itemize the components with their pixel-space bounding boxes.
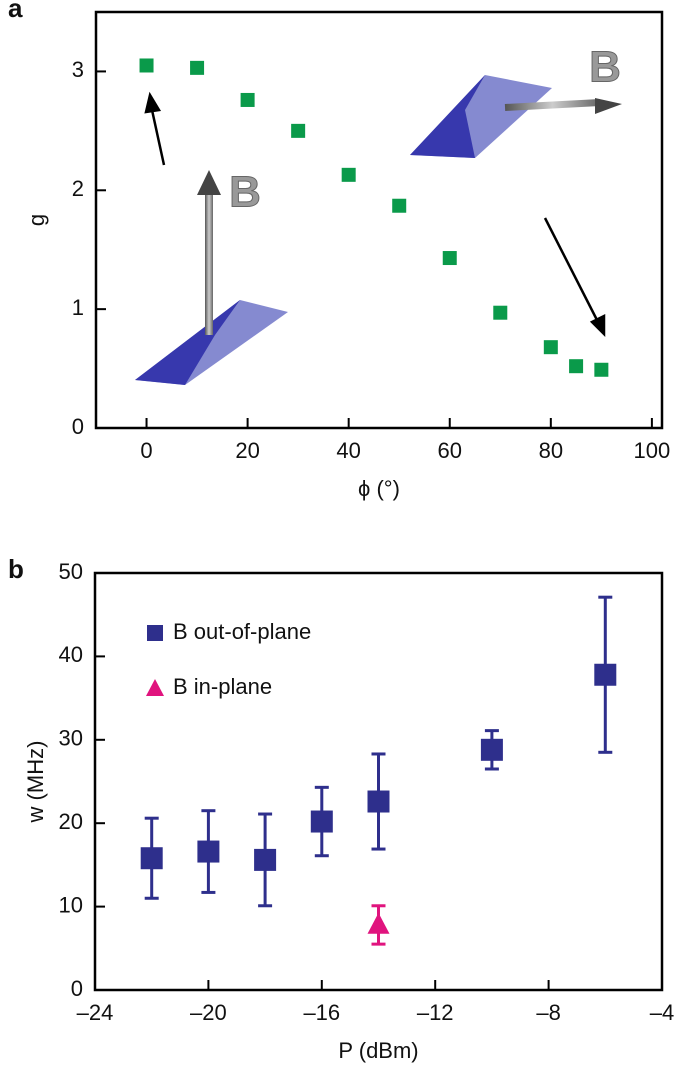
point bbox=[569, 359, 584, 374]
point bbox=[291, 123, 306, 138]
x-tick-label: –12 bbox=[417, 1000, 454, 1025]
y-axis-label: g bbox=[24, 214, 49, 226]
panel-label: a bbox=[8, 0, 23, 23]
point bbox=[367, 912, 390, 934]
point bbox=[392, 198, 407, 213]
point bbox=[442, 251, 457, 266]
x-tick-label: 80 bbox=[539, 438, 563, 463]
x-tick-label: 40 bbox=[336, 438, 360, 463]
x-tick-label: 100 bbox=[634, 438, 671, 463]
annotation: B bbox=[229, 168, 261, 217]
y-tick-label: 0 bbox=[72, 414, 84, 439]
y-tick-label: 2 bbox=[72, 176, 84, 201]
y-tick-label: 1 bbox=[72, 295, 84, 320]
point bbox=[594, 362, 609, 377]
arrows bbox=[144, 91, 606, 338]
y-axis-label: w (MHz) bbox=[23, 741, 48, 824]
point bbox=[140, 847, 163, 870]
x-tick-label: –8 bbox=[536, 1000, 560, 1025]
illustration-out-of-plane bbox=[135, 170, 288, 385]
point bbox=[240, 92, 255, 107]
y-tick-label: 0 bbox=[71, 976, 83, 1001]
x-tick-label: –20 bbox=[190, 1000, 227, 1025]
y-tick-label: 20 bbox=[59, 809, 83, 834]
x-tick-label: 60 bbox=[438, 438, 462, 463]
plot-frame bbox=[93, 571, 664, 992]
point bbox=[367, 790, 390, 813]
point bbox=[341, 167, 356, 182]
plot-frame bbox=[94, 10, 664, 430]
legend-label: B out-of-plane bbox=[173, 619, 311, 644]
x-axis-label: ϕ (°) bbox=[358, 476, 400, 501]
x-tick-label: 0 bbox=[140, 438, 152, 463]
point bbox=[190, 60, 205, 75]
legend-marker bbox=[147, 625, 163, 641]
y-tick-label: 30 bbox=[59, 726, 83, 751]
point bbox=[310, 810, 333, 833]
x-tick-label: –16 bbox=[303, 1000, 340, 1025]
point bbox=[139, 58, 154, 73]
x-tick-label: –4 bbox=[650, 1000, 674, 1025]
x-axis-label: P (dBm) bbox=[338, 1038, 418, 1063]
y-tick-label: 3 bbox=[72, 57, 84, 82]
y-tick-label: 10 bbox=[59, 892, 83, 917]
y-tick-label: 40 bbox=[59, 642, 83, 667]
x-tick-label: 20 bbox=[235, 438, 259, 463]
x-tick-label: –24 bbox=[77, 1000, 114, 1025]
point bbox=[197, 840, 220, 863]
point bbox=[480, 738, 503, 761]
annotation: B bbox=[589, 43, 621, 92]
illustration-in-plane bbox=[410, 75, 622, 158]
point bbox=[543, 340, 558, 355]
point bbox=[254, 848, 277, 871]
legend-marker bbox=[146, 679, 164, 696]
panel-label: b bbox=[8, 554, 24, 584]
legend-label: B in-plane bbox=[173, 674, 272, 699]
point bbox=[493, 305, 508, 320]
point bbox=[594, 663, 617, 686]
y-tick-label: 50 bbox=[59, 559, 83, 584]
